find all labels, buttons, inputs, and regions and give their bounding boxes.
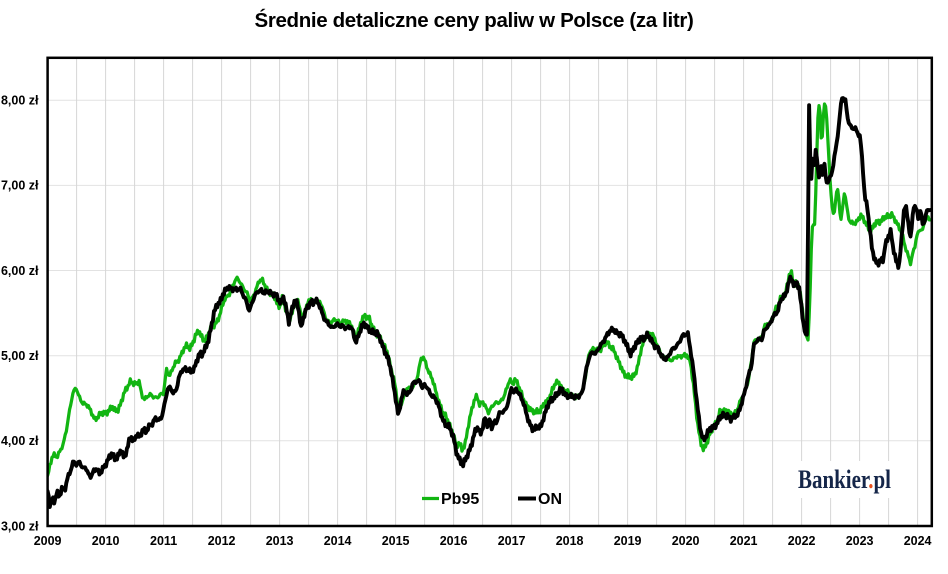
svg-text:3,00 zł: 3,00 zł [1,519,39,533]
svg-text:Średnie detaliczne ceny paliw: Średnie detaliczne ceny paliw w Polsce (… [255,8,694,32]
svg-text:2010: 2010 [92,534,120,548]
svg-text:8,00 zł: 8,00 zł [1,94,39,108]
svg-text:4,00 zł: 4,00 zł [1,434,39,448]
svg-text:2021: 2021 [730,534,758,548]
svg-text:5,00 zł: 5,00 zł [1,349,39,363]
svg-text:7,00 zł: 7,00 zł [1,179,39,193]
svg-text:2016: 2016 [440,534,468,548]
svg-text:ON: ON [538,491,562,508]
svg-text:Pb95: Pb95 [441,491,479,508]
svg-text:2012: 2012 [208,534,236,548]
svg-text:2024: 2024 [904,534,932,548]
svg-text:2009: 2009 [34,534,62,548]
svg-text:2022: 2022 [788,534,816,548]
svg-text:2011: 2011 [150,534,177,548]
svg-text:2014: 2014 [324,534,352,548]
svg-text:2017: 2017 [498,534,526,548]
svg-text:Bankier.pl: Bankier.pl [798,465,891,494]
svg-text:2018: 2018 [556,534,584,548]
svg-text:2013: 2013 [266,534,294,548]
svg-text:6,00 zł: 6,00 zł [1,264,39,278]
svg-text:2023: 2023 [846,534,874,548]
svg-text:2020: 2020 [672,534,700,548]
svg-text:2019: 2019 [614,534,642,548]
svg-text:2015: 2015 [382,534,410,548]
